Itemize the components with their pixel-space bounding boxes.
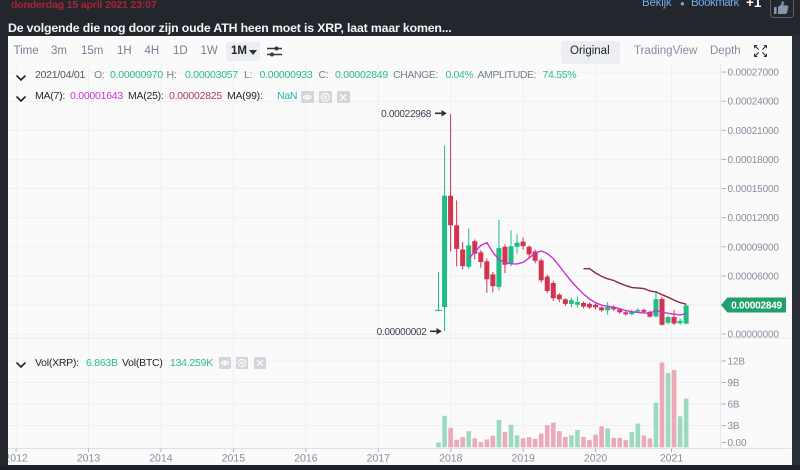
- svg-text:0.00027000: 0.00027000: [728, 68, 780, 79]
- svg-text:2019: 2019: [512, 453, 536, 465]
- svg-text:2012: 2012: [4, 453, 28, 465]
- svg-text:2017: 2017: [367, 453, 391, 465]
- svg-text:2013: 2013: [77, 453, 101, 465]
- svg-text:0.00006000: 0.00006000: [728, 271, 780, 282]
- svg-text:2020: 2020: [584, 453, 608, 465]
- svg-text:9B: 9B: [728, 378, 740, 389]
- svg-text:2015: 2015: [222, 453, 246, 465]
- svg-text:0.00009000: 0.00009000: [728, 242, 780, 253]
- svg-text:2014: 2014: [149, 453, 173, 465]
- svg-text:2016: 2016: [294, 453, 318, 465]
- svg-text:0.00012000: 0.00012000: [728, 213, 780, 224]
- svg-text:2021: 2021: [660, 453, 684, 465]
- svg-text:0.00021000: 0.00021000: [728, 126, 780, 137]
- svg-text:0.00: 0.00: [728, 438, 747, 449]
- svg-text:0.00024000: 0.00024000: [728, 97, 780, 108]
- svg-text:6B: 6B: [728, 400, 740, 411]
- svg-text:0.00000002: 0.00000002: [377, 327, 428, 338]
- svg-text:0.00000000: 0.00000000: [728, 330, 780, 341]
- svg-text:0.00022968: 0.00022968: [381, 109, 432, 120]
- svg-text:12B: 12B: [728, 357, 746, 368]
- svg-text:0.00018000: 0.00018000: [728, 155, 780, 166]
- svg-text:0.00015000: 0.00015000: [728, 184, 780, 195]
- svg-text:0.00002849: 0.00002849: [731, 301, 782, 312]
- svg-text:3B: 3B: [728, 421, 740, 432]
- svg-text:2018: 2018: [439, 453, 463, 465]
